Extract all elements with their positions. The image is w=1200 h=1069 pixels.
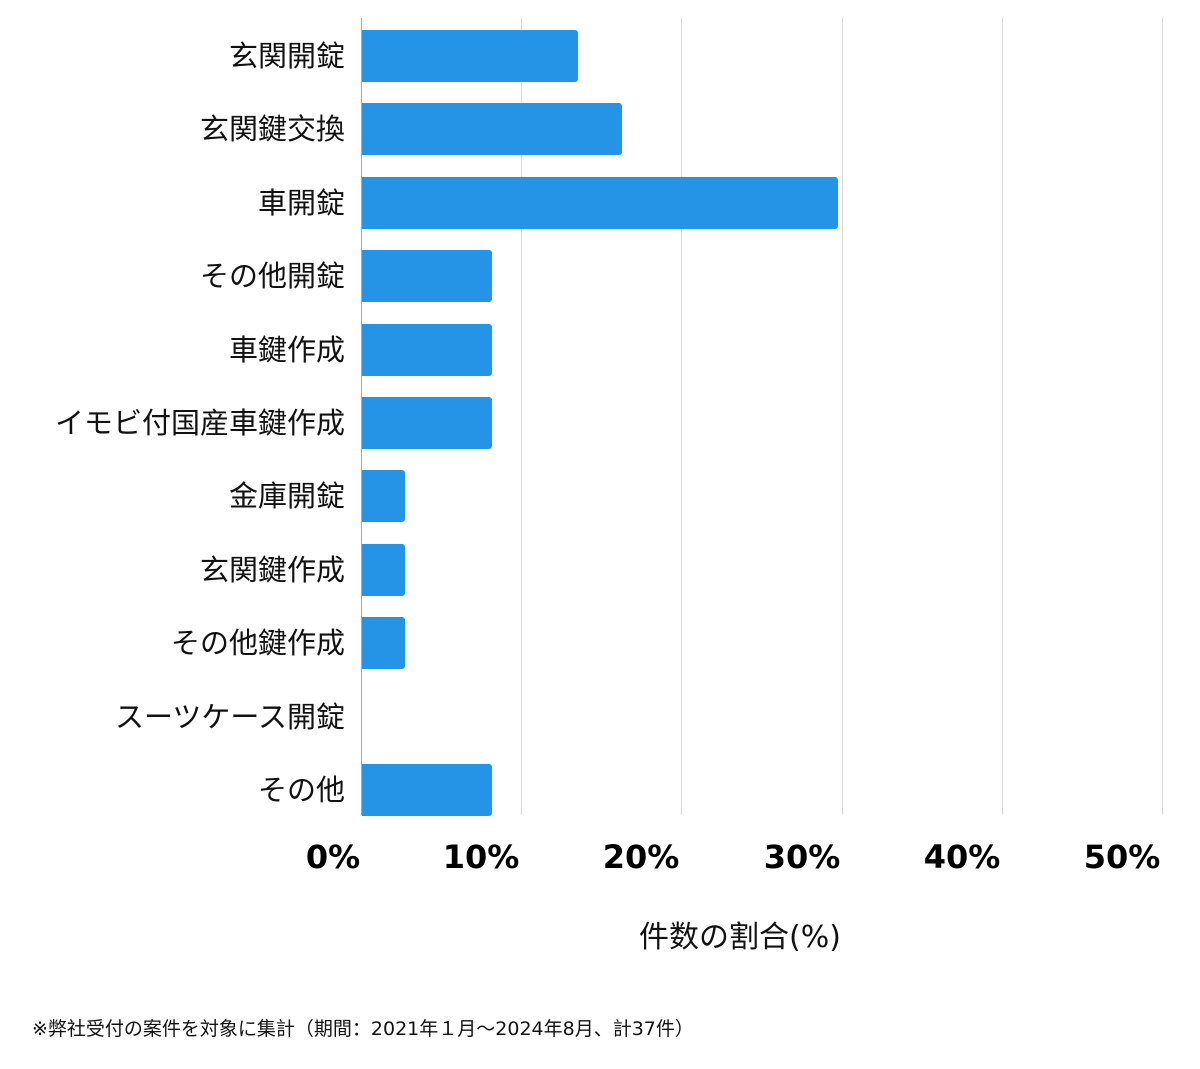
bar [362,617,406,669]
category-label: イモビ付国産車鍵作成 [54,406,345,440]
x-tick-label: 50% [1083,838,1161,876]
x-tick-label: 30% [763,838,841,876]
category-label: 車開錠 [257,186,345,220]
bar [362,30,579,82]
bar [362,544,406,596]
bar [362,324,492,376]
x-tick-label: 10% [442,838,520,876]
x-tick-label: 40% [923,838,1001,876]
gridline-30 [842,18,843,815]
gridline-40 [1002,18,1003,815]
bar [362,177,838,229]
category-label: スーツケース開錠 [115,700,345,734]
bar [362,103,622,155]
category-label: その他 [257,773,345,807]
bar [362,250,492,302]
category-label: その他鍵作成 [170,626,345,660]
category-label: その他開錠 [199,259,345,293]
gridline-10 [521,18,522,815]
category-label: 車鍵作成 [228,333,345,367]
category-label: 玄関鍵交換 [199,112,345,146]
category-label: 金庫開錠 [228,479,345,513]
gridline-50 [1162,18,1163,815]
category-label: 玄関開錠 [228,39,345,73]
x-tick-label: 20% [602,838,680,876]
bar [362,764,492,816]
x-tick-label: 0% [305,838,361,876]
x-axis-title: 件数の割合(%) [639,920,841,955]
bar [362,397,492,449]
gridline-20 [681,18,682,815]
bar [362,470,406,522]
footnote: ※弊社受付の案件を対象に集計（期間：2021年１月～2024年8月、計37件） [32,1018,694,1040]
category-label: 玄関鍵作成 [199,553,345,587]
y-axis-line [361,18,362,815]
